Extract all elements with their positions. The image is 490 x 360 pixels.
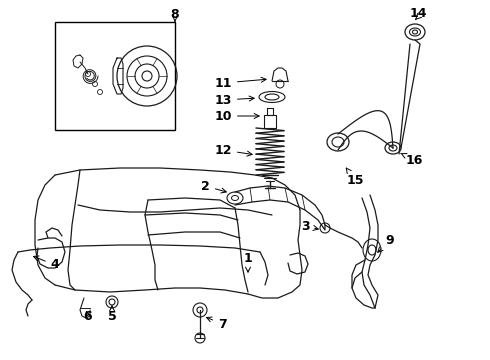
Text: 5: 5 <box>108 306 117 323</box>
Text: 7: 7 <box>207 317 227 330</box>
Text: 12: 12 <box>215 144 252 157</box>
Text: 1: 1 <box>244 252 252 272</box>
Bar <box>55 22 175 130</box>
Circle shape <box>109 299 115 305</box>
Text: 16: 16 <box>401 153 423 166</box>
Text: 14: 14 <box>409 6 427 19</box>
Text: 15: 15 <box>346 168 364 186</box>
Text: 10: 10 <box>215 109 259 122</box>
Circle shape <box>197 307 203 313</box>
Text: 9: 9 <box>378 234 394 252</box>
Text: 13: 13 <box>215 94 254 107</box>
Text: 11: 11 <box>215 77 266 90</box>
Text: 6: 6 <box>84 310 92 323</box>
Circle shape <box>142 71 152 81</box>
Text: 8: 8 <box>171 8 179 21</box>
Text: 3: 3 <box>301 220 318 233</box>
Text: 2: 2 <box>201 180 226 193</box>
Text: 4: 4 <box>34 256 59 271</box>
